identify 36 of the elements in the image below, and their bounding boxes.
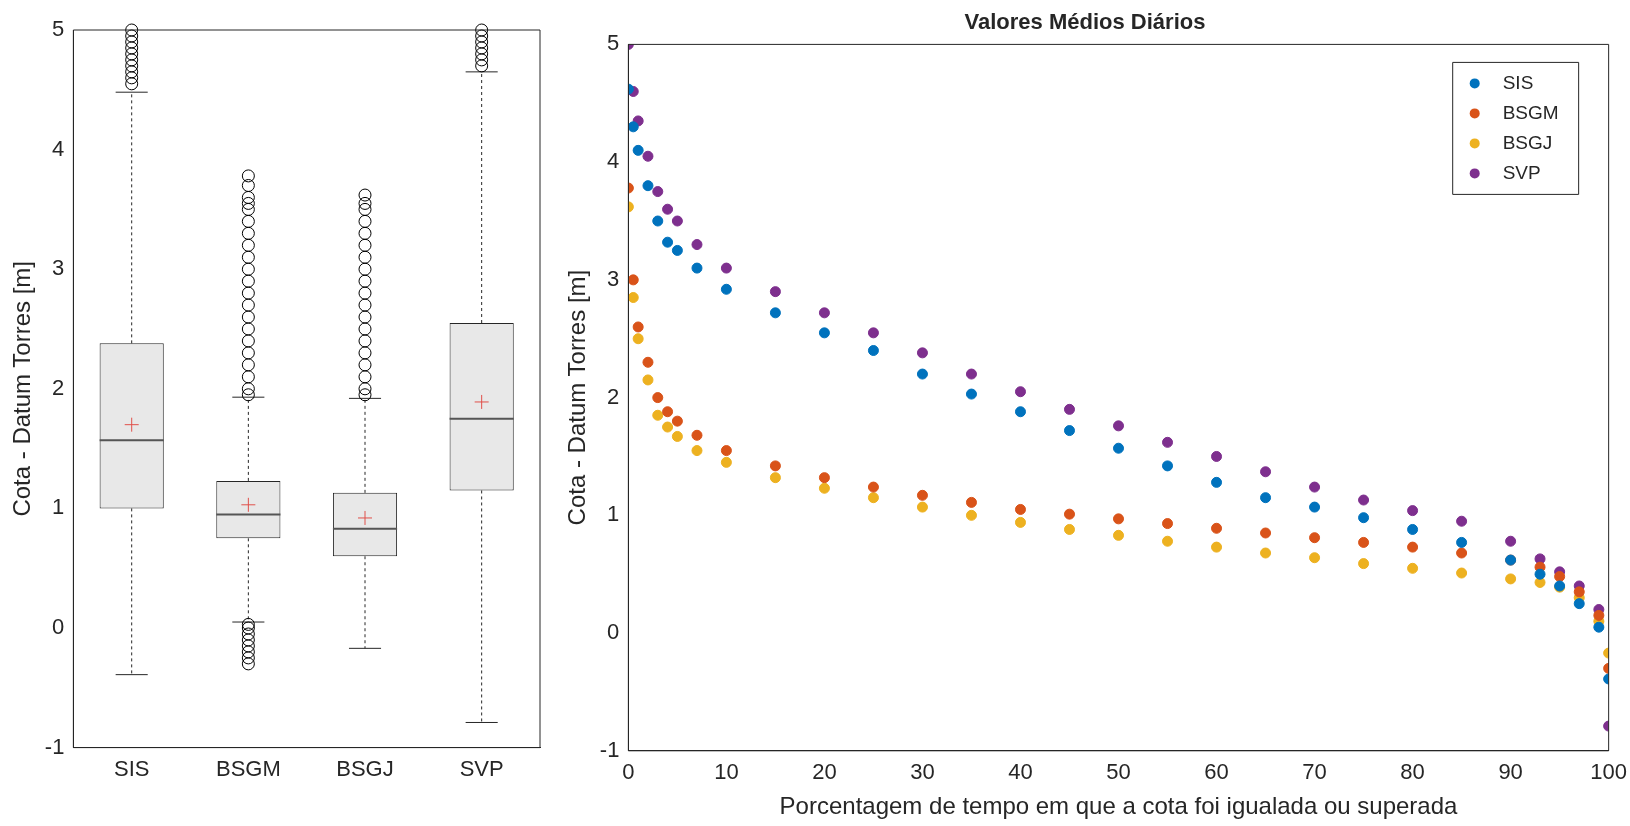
y-tick-label: 3 xyxy=(607,265,620,291)
y-axis-title: Cota - Datum Torres [m] xyxy=(563,269,591,526)
y-tick-label: 5 xyxy=(607,30,620,56)
y-axis-title: Cota - Datum Torres [m] xyxy=(8,260,36,517)
x-tick-label: BSGM xyxy=(215,755,281,781)
x-tick-label: 40 xyxy=(1008,759,1033,785)
y-tick-label: 2 xyxy=(607,383,620,409)
x-tick-label: 30 xyxy=(910,759,935,785)
x-tick-label: 70 xyxy=(1302,759,1327,785)
y-tick-label: 3 xyxy=(52,255,65,281)
x-axis-title: Porcentagem de tempo em que a cota foi igualada ou superada xyxy=(779,792,1459,820)
y-tick-label: 4 xyxy=(52,135,65,161)
x-tick-label: SVP xyxy=(459,755,504,781)
x-tick-label: BSGJ xyxy=(336,755,394,781)
x-tick-label: 80 xyxy=(1400,759,1425,785)
y-tick-label: 2 xyxy=(52,374,65,400)
y-tick-label: 0 xyxy=(607,619,620,645)
y-tick-label: 4 xyxy=(607,148,620,174)
legend-label: BSGM xyxy=(1502,101,1559,123)
x-tick-label: 10 xyxy=(714,759,739,785)
y-tick-label: 1 xyxy=(52,494,65,520)
y-tick-label: -1 xyxy=(44,733,65,759)
x-tick-label: 90 xyxy=(1498,759,1523,785)
chart-title: Valores Médios Diários xyxy=(964,9,1206,35)
y-tick-label: -1 xyxy=(599,736,620,762)
x-tick-label: SIS xyxy=(113,755,150,781)
legend-label: SVP xyxy=(1502,161,1541,183)
x-tick-label: 50 xyxy=(1106,759,1131,785)
x-tick-label: 60 xyxy=(1204,759,1229,785)
y-tick-label: 0 xyxy=(52,614,65,640)
y-tick-label: 1 xyxy=(607,501,620,527)
x-tick-label: 100 xyxy=(1590,759,1628,785)
y-tick-label: 5 xyxy=(52,16,65,42)
x-tick-label: 20 xyxy=(812,759,837,785)
legend-label: SIS xyxy=(1502,71,1534,93)
legend-label: BSGJ xyxy=(1502,131,1553,153)
